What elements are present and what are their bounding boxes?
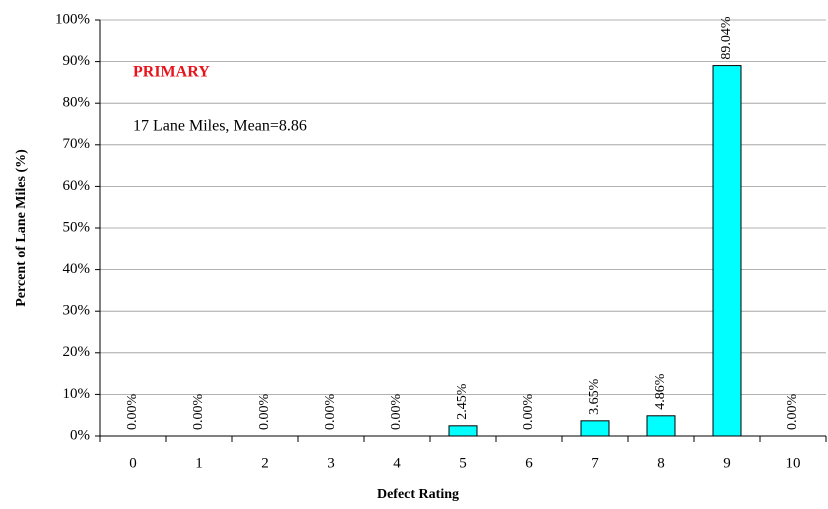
y-tick-label: 70% xyxy=(63,136,91,152)
x-tick-label: 5 xyxy=(459,455,467,471)
x-tick-label: 7 xyxy=(591,455,599,471)
x-tick-label: 0 xyxy=(129,455,137,471)
x-tick-label: 3 xyxy=(327,455,335,471)
y-tick-label: 60% xyxy=(63,178,91,194)
data-label: 0.00% xyxy=(257,394,272,431)
y-tick-label: 100% xyxy=(55,11,90,27)
x-tick-label: 10 xyxy=(786,455,801,471)
data-label: 0.00% xyxy=(521,394,536,431)
data-label: 0.00% xyxy=(125,394,140,431)
bar xyxy=(646,415,676,437)
annotation: PRIMARY xyxy=(133,64,210,81)
y-tick-label: 40% xyxy=(63,261,91,277)
x-tick-label: 2 xyxy=(261,455,269,471)
x-tick-label: 4 xyxy=(393,455,401,471)
x-tick-label: 1 xyxy=(195,455,203,471)
y-axis-label: Percent of Lane Miles (%) xyxy=(14,149,29,307)
data-label: 0.00% xyxy=(785,394,800,431)
bar xyxy=(580,420,610,437)
data-label: 89.04% xyxy=(719,16,734,60)
y-tick-label: 20% xyxy=(63,344,91,360)
data-label: 0.00% xyxy=(389,394,404,431)
y-tick-label: 50% xyxy=(63,219,91,235)
data-label: 0.00% xyxy=(323,394,338,431)
x-axis-label: Defect Rating xyxy=(377,487,459,502)
y-tick-label: 80% xyxy=(63,95,91,111)
y-tick-label: 30% xyxy=(63,303,91,319)
y-tick-label: 90% xyxy=(63,53,91,69)
x-tick-label: 8 xyxy=(657,455,665,471)
y-tick-label: 0% xyxy=(70,427,90,443)
annotation: 17 Lane Miles, Mean=8.86 xyxy=(133,118,307,135)
data-label: 2.45% xyxy=(455,383,470,420)
bar xyxy=(448,425,478,437)
data-label: 3.65% xyxy=(587,378,602,415)
y-tick-label: 10% xyxy=(63,386,91,402)
x-tick-label: 9 xyxy=(723,455,731,471)
data-label: 0.00% xyxy=(191,394,206,431)
x-tick-label: 6 xyxy=(525,455,533,471)
data-label: 4.86% xyxy=(653,373,668,410)
bar xyxy=(712,65,742,437)
